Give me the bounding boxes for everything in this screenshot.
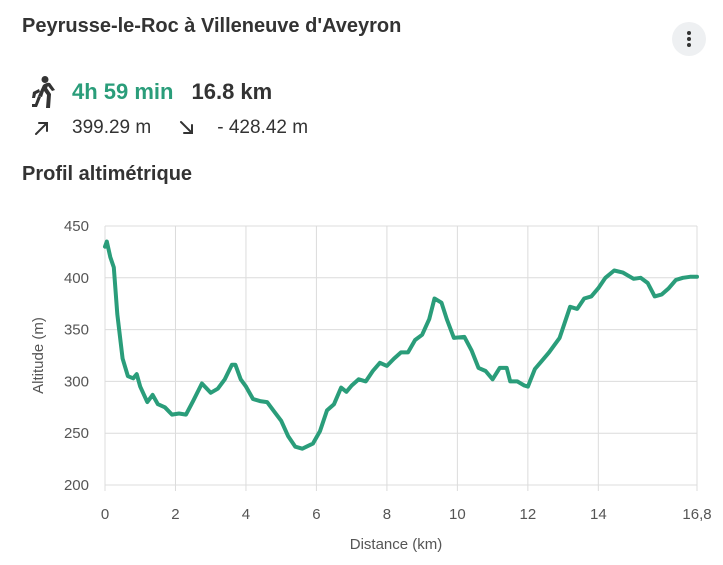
elevation-stats: 399.29 m - 428.42 m (34, 114, 308, 142)
y-tick-label: 400 (64, 270, 89, 287)
chart-ticks: 200 250 300 350 400 450 0 2 4 6 8 10 12 14 16,8 (64, 218, 712, 523)
y-tick-label: 250 (64, 425, 89, 442)
x-tick-label: 14 (590, 506, 607, 523)
distance-value: 16.8 km (191, 79, 273, 104)
duration-value: 4h 59 min (72, 79, 174, 104)
arrow-up-right-icon (34, 120, 50, 136)
descent-value: - 428.42 m (217, 117, 309, 138)
ascent-value: 399.29 m (72, 117, 152, 138)
x-tick-label: 4 (242, 506, 250, 523)
y-tick-label: 450 (64, 218, 89, 235)
x-tick-label: 2 (171, 506, 179, 523)
more-options-button[interactable] (672, 22, 706, 56)
x-tick-label: 0 (101, 506, 109, 523)
x-tick-label: 12 (520, 506, 537, 523)
profile-section-title: Profil altimétrique (22, 163, 193, 185)
x-tick-label: 6 (312, 506, 320, 523)
elevation-profile-chart: 200 250 300 350 400 450 0 2 4 6 8 10 12 14 16,8 Altitu… (30, 218, 712, 553)
x-tick-label: 16,8 (682, 506, 711, 523)
y-axis-label: Altitude (m) (30, 317, 47, 394)
walking-person-icon (28, 75, 56, 109)
arrow-down-right-icon (179, 120, 195, 136)
x-tick-label: 10 (449, 506, 466, 523)
route-stats: 4h 59 min 16.8 km (28, 74, 272, 110)
x-tick-label: 8 (383, 506, 391, 523)
y-tick-label: 200 (64, 477, 89, 494)
more-vertical-icon (687, 31, 691, 47)
chart-grid (104, 225, 698, 491)
y-tick-label: 300 (64, 373, 89, 390)
y-tick-label: 350 (64, 322, 89, 339)
elevation-line (103, 239, 699, 451)
x-axis-label: Distance (km) (350, 536, 443, 553)
route-title: Peyrusse-le-Roc à Villeneuve d'Aveyron (22, 15, 402, 37)
